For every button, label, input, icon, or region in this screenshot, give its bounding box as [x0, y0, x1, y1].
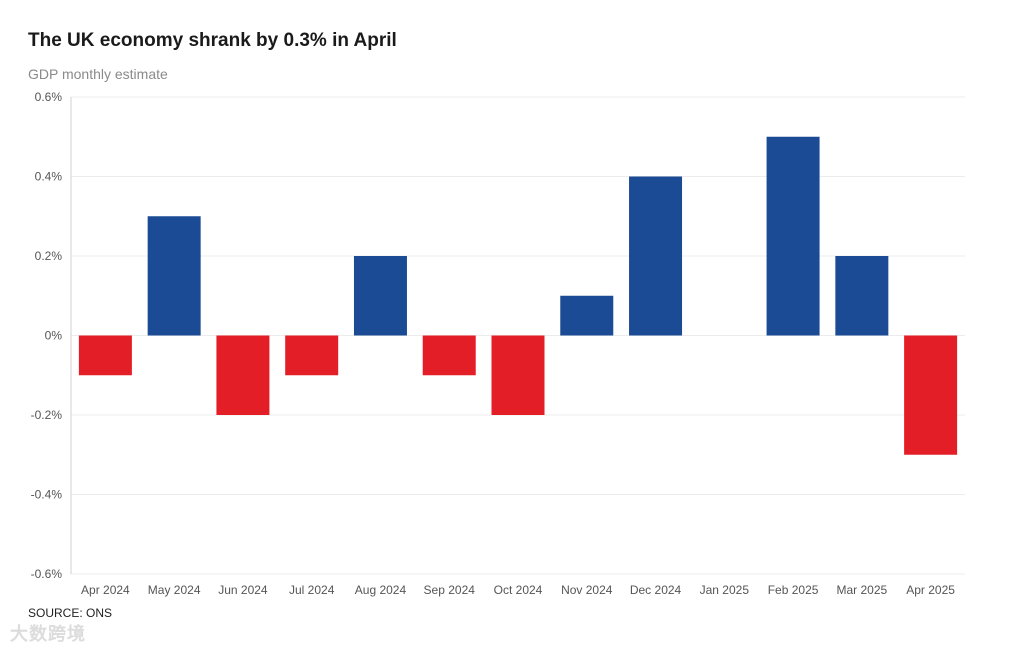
bar-sep-2024 — [422, 335, 476, 376]
y-tick-label: 0.4% — [35, 170, 63, 184]
watermark-logo: 大数跨境 — [10, 624, 86, 644]
chart-subtitle: GDP monthly estimate — [28, 66, 168, 82]
y-tick-label: 0.2% — [35, 249, 63, 263]
bar-aug-2024 — [353, 256, 407, 336]
x-tick-label: Apr 2025 — [906, 583, 955, 597]
bar-feb-2025 — [766, 136, 820, 336]
bar-dec-2024 — [629, 176, 683, 336]
bar-oct-2024 — [491, 335, 545, 415]
x-tick-label: Sep 2024 — [424, 583, 476, 597]
x-tick-label: Feb 2025 — [768, 583, 819, 597]
x-tick-label: Apr 2024 — [81, 583, 130, 597]
x-tick-label: Oct 2024 — [494, 583, 543, 597]
chart-source: SOURCE: ONS — [28, 606, 113, 620]
bar-jun-2024 — [216, 335, 270, 415]
bar-may-2024 — [147, 216, 201, 336]
x-tick-label: Nov 2024 — [561, 583, 613, 597]
y-tick-label: -0.6% — [31, 567, 63, 581]
y-tick-label: 0.6% — [35, 90, 63, 104]
x-tick-label: Jun 2024 — [218, 583, 268, 597]
y-tick-label: 0% — [45, 329, 63, 343]
bar-jul-2024 — [285, 335, 339, 376]
y-tick-label: -0.2% — [31, 408, 63, 422]
x-tick-label: Aug 2024 — [355, 583, 407, 597]
x-tick-label: Jan 2025 — [700, 583, 750, 597]
y-tick-label: -0.4% — [31, 488, 63, 502]
bar-apr-2025 — [904, 335, 958, 455]
x-tick-label: Jul 2024 — [289, 583, 335, 597]
bar-mar-2025 — [835, 256, 889, 336]
x-tick-label: Mar 2025 — [836, 583, 887, 597]
bar-nov-2024 — [560, 295, 614, 336]
chart-title: The UK economy shrank by 0.3% in April — [28, 30, 397, 51]
x-tick-label: Dec 2024 — [630, 583, 682, 597]
bar-apr-2024 — [78, 335, 132, 376]
x-tick-label: May 2024 — [148, 583, 201, 597]
